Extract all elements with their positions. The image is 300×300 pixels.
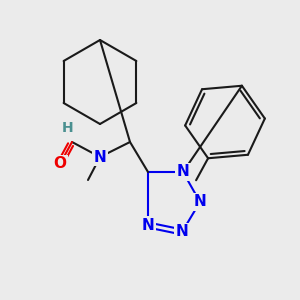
- Text: O: O: [53, 157, 67, 172]
- Text: N: N: [94, 149, 106, 164]
- Text: H: H: [62, 121, 74, 135]
- Text: N: N: [176, 224, 188, 239]
- Text: N: N: [142, 218, 154, 232]
- Text: N: N: [194, 194, 206, 209]
- Text: N: N: [177, 164, 189, 179]
